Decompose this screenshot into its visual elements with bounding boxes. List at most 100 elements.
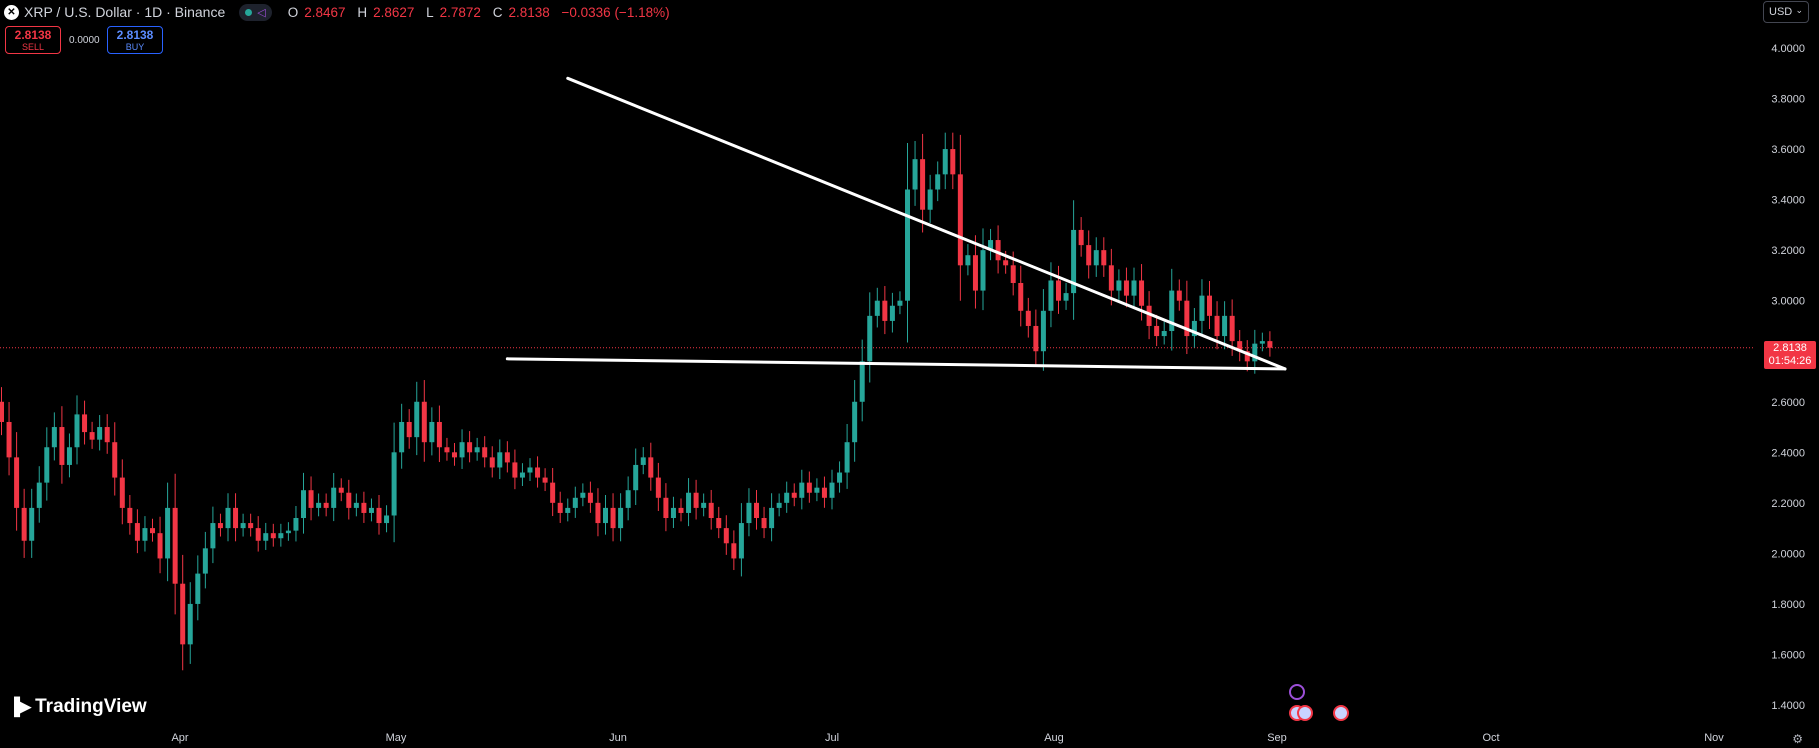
candle-body xyxy=(738,523,744,559)
y-axis-tick-label: 3.2000 xyxy=(1771,245,1805,257)
change-value: −0.0336 (−1.18%) xyxy=(561,4,670,20)
y-axis-tick-label: 2.0000 xyxy=(1771,548,1805,560)
candle-body xyxy=(905,189,910,301)
candle-body xyxy=(603,507,608,524)
candle-body xyxy=(474,447,480,453)
candle-body xyxy=(165,507,171,559)
us-flag-event-icon[interactable] xyxy=(1333,705,1349,721)
candle-body xyxy=(51,427,57,448)
candle-body xyxy=(0,401,4,422)
candle-body xyxy=(210,523,216,549)
sell-button[interactable]: 2.8138 SELL xyxy=(5,26,61,54)
ohlc-values: O 2.8467 H 2.8627 L 2.7872 C 2.8138 −0.0336 … xyxy=(288,5,678,20)
market-status[interactable]: ◁ xyxy=(239,3,272,21)
candle-body xyxy=(346,492,352,508)
high-key: H xyxy=(357,4,368,20)
candle-body xyxy=(678,507,684,513)
tradingview-logo[interactable]: ▐▶ TradingView xyxy=(8,696,147,718)
candle-body xyxy=(580,492,586,498)
candle-body xyxy=(1139,280,1145,306)
candle-body xyxy=(565,507,571,513)
candle-body xyxy=(489,457,495,468)
candle-body xyxy=(444,447,450,453)
candle-body xyxy=(21,507,27,541)
candle-body xyxy=(867,315,873,362)
x-axis-tick-label: Jun xyxy=(609,732,627,744)
candle-body xyxy=(172,507,178,584)
candle-body xyxy=(217,523,223,529)
candle-body xyxy=(1146,305,1152,326)
candle-body xyxy=(1154,325,1160,337)
candle-body xyxy=(648,457,654,478)
candle-body xyxy=(1161,331,1167,337)
candle-body xyxy=(587,492,593,503)
candle-body xyxy=(436,421,442,448)
candle-body xyxy=(572,497,578,508)
candle-body xyxy=(708,502,714,519)
candle-body xyxy=(6,421,12,458)
candle-body xyxy=(429,421,435,443)
candle-body xyxy=(950,149,956,175)
candle-body xyxy=(497,452,503,468)
candle-body xyxy=(655,477,661,498)
candle-body xyxy=(1101,250,1107,266)
data-flag-icon: ◁ xyxy=(257,6,266,19)
candle-body xyxy=(1018,283,1024,311)
candle-body xyxy=(1259,341,1265,344)
candle-body xyxy=(36,482,42,508)
buy-price: 2.8138 xyxy=(116,28,154,42)
candle-body xyxy=(535,467,541,478)
candle-body xyxy=(1078,229,1084,246)
candle-body xyxy=(74,414,80,448)
candle-body xyxy=(1267,341,1273,348)
candle-body xyxy=(1244,351,1250,362)
low-key: L xyxy=(426,4,434,20)
candle-body xyxy=(1003,260,1009,266)
y-axis-tick-label: 2.2000 xyxy=(1771,498,1805,510)
y-axis-tick-label: 4.0000 xyxy=(1771,43,1805,55)
candle-body xyxy=(1199,295,1205,321)
candle-body xyxy=(542,477,548,483)
buy-button[interactable]: 2.8138 BUY xyxy=(107,26,163,54)
candle-body xyxy=(384,515,390,524)
candle-body xyxy=(331,487,337,508)
us-flag-event-icon[interactable] xyxy=(1297,705,1313,721)
candle-body xyxy=(995,240,1001,261)
candle-body xyxy=(323,502,329,508)
symbol-title[interactable]: XRP / U.S. Dollar · 1D · Binance xyxy=(24,4,226,20)
candle-body xyxy=(844,442,850,473)
candle-body xyxy=(957,174,963,266)
candle-body xyxy=(14,457,20,508)
lightning-event-icon[interactable] xyxy=(1289,684,1305,700)
candle-body xyxy=(640,457,646,465)
candle-body xyxy=(625,490,631,508)
candle-body xyxy=(1063,293,1069,301)
x-axis-tick-label: Aug xyxy=(1044,732,1064,744)
candle-body xyxy=(972,255,978,291)
candle-body xyxy=(255,528,261,541)
currency-selector[interactable]: USD ⌄ xyxy=(1763,1,1809,23)
candle-body xyxy=(66,447,72,465)
candle-body xyxy=(112,442,118,478)
candle-body xyxy=(1207,295,1212,316)
candle-body xyxy=(150,528,155,534)
candle-body xyxy=(988,240,994,251)
candle-body xyxy=(293,518,299,531)
candle-body xyxy=(595,502,601,524)
candle-body xyxy=(452,452,457,458)
gear-icon[interactable]: ⚙ xyxy=(1792,732,1803,746)
candle-body xyxy=(1176,290,1182,301)
candle-body xyxy=(157,533,163,559)
x-axis-tick-label: May xyxy=(386,732,407,744)
candle-body xyxy=(187,603,193,645)
bar-countdown: 01:54:26 xyxy=(1768,355,1812,367)
candle-body xyxy=(965,255,971,266)
candle-body xyxy=(127,507,133,524)
y-axis-tick-label: 3.8000 xyxy=(1771,94,1805,106)
close-x-icon[interactable]: ✕ xyxy=(4,4,19,20)
candle-body xyxy=(1222,315,1228,337)
open-key: O xyxy=(287,4,299,20)
candle-body xyxy=(44,447,50,483)
sell-price: 2.8138 xyxy=(14,28,52,42)
